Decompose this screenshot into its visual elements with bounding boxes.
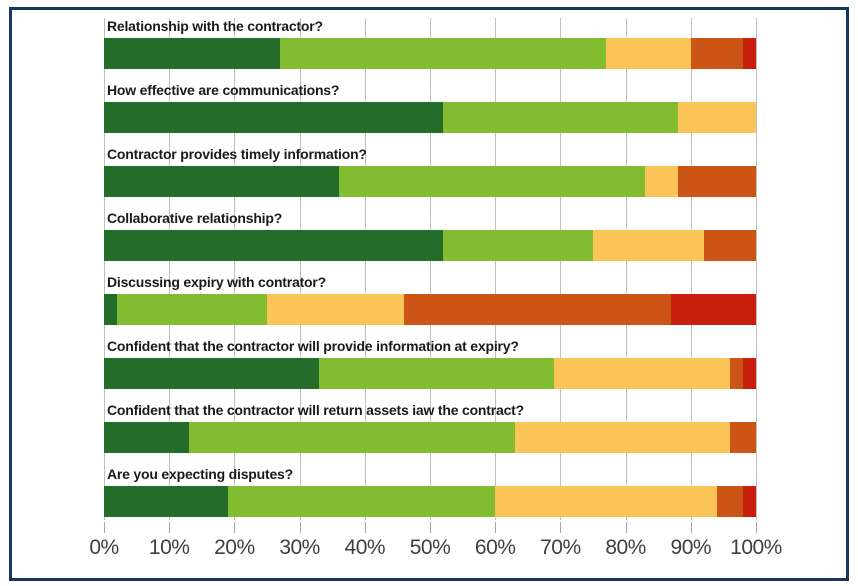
gridline [430, 18, 431, 520]
bar-segment-dark-green [104, 294, 118, 325]
bar-segment-red [671, 294, 756, 325]
bar-segment-light-green [443, 230, 593, 261]
axis-tick [495, 522, 497, 533]
bar-segment-light-green [227, 486, 496, 517]
plot-area: Relationship with the contractor? How eff… [89, 18, 782, 578]
bar-segment-amber [606, 38, 691, 69]
axis-tick-label: 100% [730, 536, 782, 559]
axis-tick-label: 60% [474, 536, 516, 559]
bar-segment-dark-green [104, 166, 339, 197]
gridline [495, 18, 497, 520]
axis-tick [299, 522, 301, 533]
axis-tick [756, 522, 757, 533]
stacked-bar [104, 422, 756, 453]
bar-row: Discussing expiry with contrator? [104, 274, 756, 325]
bar-segment-amber [592, 230, 704, 261]
category-label: Are you expecting disputes? [107, 466, 293, 482]
axis-tick-label: 10% [148, 536, 190, 559]
axis-tick [690, 522, 692, 533]
axis-tick-label: 40% [344, 536, 386, 559]
axis-tick-label: 20% [214, 536, 255, 559]
bar-segment-amber [266, 294, 404, 325]
axis-tick-label: 80% [605, 536, 646, 559]
bar-segment-orange [716, 486, 743, 517]
gridline [299, 18, 301, 520]
bar-segment-orange [729, 422, 756, 453]
bar-segment-orange [677, 166, 756, 197]
category-label: Discussing expiry with contrator? [107, 274, 326, 290]
category-label: Collaborative relationship? [107, 210, 283, 226]
gridline [690, 18, 692, 520]
bar-segment-orange [703, 230, 756, 261]
bar-segment-amber [514, 422, 730, 453]
bar-segment-orange [403, 294, 672, 325]
bar-row: Relationship with the contractor? [104, 18, 756, 69]
category-label: How effective are communications? [107, 82, 340, 98]
bar-segment-light-green [117, 294, 267, 325]
axis-tick-label: 70% [540, 536, 581, 559]
stacked-bar [104, 38, 756, 69]
gridline [234, 18, 236, 520]
category-label: Relationship with the contractor? [107, 18, 323, 34]
chart-frame [9, 7, 849, 581]
bar-segment-amber [495, 486, 717, 517]
bar-segment-dark-green [104, 102, 444, 133]
gridline [169, 18, 171, 520]
stacked-bar [104, 486, 756, 517]
axis-tick-label: 50% [409, 536, 451, 559]
bar-row: Confident that the contractor will provi… [104, 338, 756, 389]
category-label: Confident that the contractor will retur… [107, 402, 524, 418]
bar-segment-dark-green [104, 358, 320, 389]
bar-segment-light-green [319, 358, 554, 389]
gridline [625, 18, 627, 520]
stacked-bar [104, 294, 756, 325]
bar-segment-orange [690, 38, 743, 69]
bar-segment-light-green [280, 38, 607, 69]
bar-row: Confident that the contractor will retur… [104, 402, 756, 453]
gridline [104, 18, 105, 520]
bar-segment-dark-green [104, 38, 281, 69]
gridline [364, 18, 366, 520]
stacked-bar [104, 102, 756, 133]
stacked-bar [104, 358, 756, 389]
axis-tick-label: 90% [670, 536, 712, 559]
bar-segment-amber [553, 358, 730, 389]
bar-segment-orange [729, 358, 743, 389]
bar-row: Are you expecting disputes? [104, 466, 756, 517]
stacked-bar [104, 230, 756, 261]
stacked-bar [104, 166, 756, 197]
bar-row: How effective are communications? [104, 82, 756, 133]
bar-segment-dark-green [104, 422, 189, 453]
axis-tick [104, 522, 105, 533]
category-label: Contractor provides timely information? [107, 146, 367, 162]
gridline [756, 18, 757, 520]
bar-segment-light-green [338, 166, 646, 197]
axis-tick [430, 522, 431, 533]
gridline [560, 18, 562, 520]
bar-segment-light-green [188, 422, 515, 453]
bar-segment-amber [677, 102, 756, 133]
bar-row: Collaborative relationship? [104, 210, 756, 261]
bar-segment-dark-green [104, 230, 444, 261]
bar-segment-light-green [443, 102, 678, 133]
bar-segment-red [742, 358, 756, 389]
bar-segment-dark-green [104, 486, 228, 517]
bar-segment-red [742, 38, 756, 69]
axis-tick [234, 522, 236, 533]
bar-row: Contractor provides timely information? [104, 146, 756, 197]
axis-tick [625, 522, 627, 533]
axis-tick-label: 0% [89, 536, 119, 559]
axis-tick-label: 30% [279, 536, 320, 559]
bar-segment-amber [645, 166, 678, 197]
axis-tick [560, 522, 562, 533]
bar-segment-red [742, 486, 756, 517]
category-label: Confident that the contractor will provi… [107, 338, 519, 354]
axis-tick [169, 522, 171, 533]
axis-tick [364, 522, 366, 533]
